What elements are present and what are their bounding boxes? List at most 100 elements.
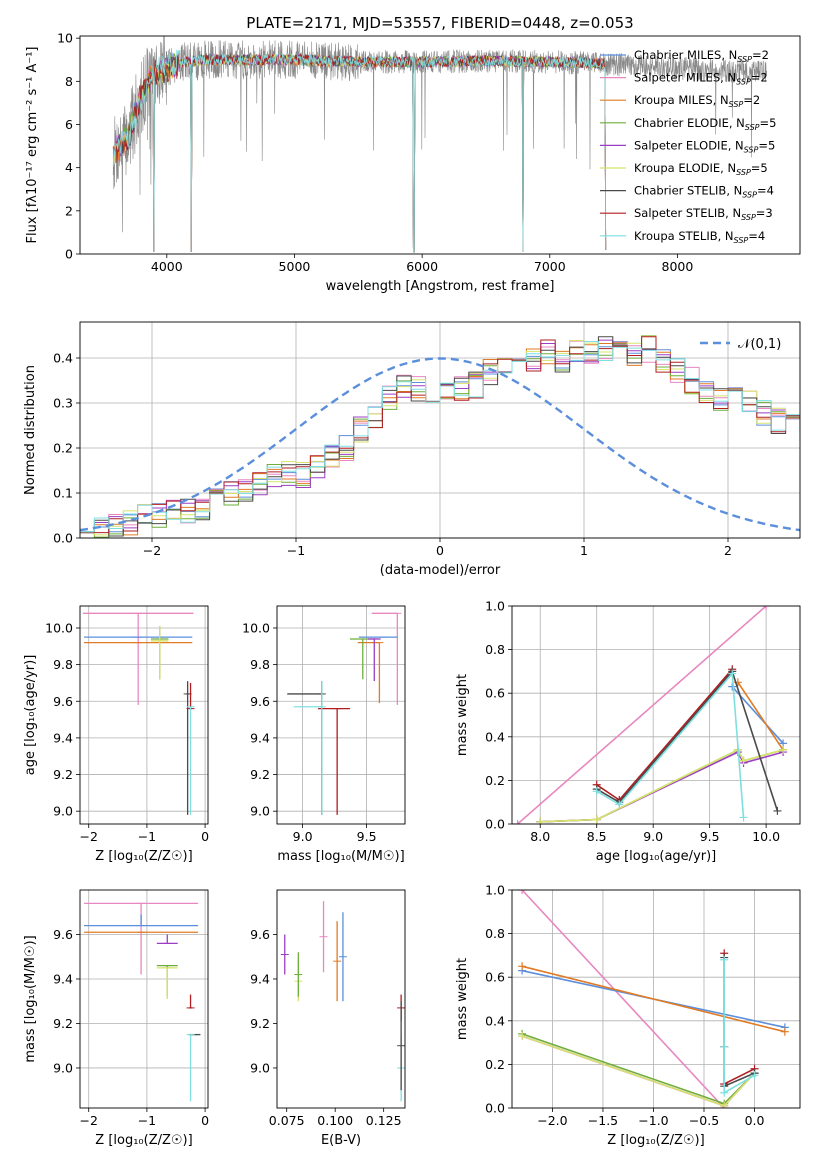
x-tick-label: 1 [580, 543, 588, 558]
plot-mass_vs_Z: −2 −1 0 9.0 9.2 9.4 9.6 Z [log₁₀(Z/Z☉)] mass [lo… [23, 889, 209, 1148]
marker-kroupa-stelib [615, 800, 624, 809]
histogram-kroupa-stelib [80, 341, 800, 533]
y-tick-label: 9.0 [53, 804, 73, 819]
legend-label: Salpeter ELODIE, NSSP=5 [634, 138, 775, 154]
x-tick-label: 0.125 [366, 1113, 402, 1128]
y-tick-label: 0.1 [53, 486, 73, 501]
axes-frame [276, 889, 406, 1109]
y-tick-label: 9.8 [53, 657, 73, 672]
axes-frame [79, 889, 209, 1109]
model-line-kroupa-stelib [112, 49, 607, 253]
x-tick-label: 8000 [662, 259, 694, 274]
marker-kroupa-stelib [750, 1071, 759, 1080]
y-tick-label: 9.4 [250, 730, 270, 745]
weight-line-kroupa-miles [737, 681, 784, 751]
y-tick-label: 9.4 [53, 971, 73, 986]
x-tick-label: −2 [143, 543, 161, 558]
y-tick-label: 9.2 [53, 767, 73, 782]
y-tick-label: 0.8 [485, 642, 505, 657]
x-axis-label: (data-model)/error [380, 563, 501, 578]
plot-area [280, 901, 405, 1102]
marker-kroupa-stelib [728, 669, 737, 678]
marker-kroupa-miles [780, 1027, 789, 1036]
y-tick-label: 9.8 [250, 657, 270, 672]
x-tick-label: 7000 [534, 259, 566, 274]
x-tick-label: −2 [80, 829, 98, 844]
x-axis-label: Z [log₁₀(Z/Z☉)] [95, 1133, 192, 1148]
y-tick-label: 1.0 [485, 883, 505, 898]
weight-line-kroupa-miles [521, 965, 785, 1033]
y-tick-label: 6 [65, 117, 73, 132]
plot-age_vs_mass: 9.0 9.5 9.0 9.2 9.4 9.6 9.8 10.0 mass [log₁₀(M/M… [242, 605, 406, 864]
x-tick-label: −2 [80, 1113, 98, 1128]
marker-kroupa-stelib [739, 813, 748, 822]
y-tick-label: 10.0 [242, 620, 270, 635]
x-axis-label: Z [log₁₀(Z/Z☉)] [95, 849, 192, 864]
plot-area [518, 890, 789, 1108]
x-axis-label: Z [log₁₀(Z/Z☉)] [607, 1133, 704, 1148]
marker-salpeter-miles [518, 890, 527, 894]
y-tick-label: 9.6 [53, 927, 73, 942]
marker-kroupa-elodie [592, 815, 601, 824]
x-tick-label: 9.5 [700, 829, 720, 844]
x-tick-label: −0.5 [689, 1113, 719, 1128]
figure-title: PLATE=2171, MJD=53557, FIBERID=0448, z=0… [246, 14, 633, 32]
x-tick-label: 9.0 [643, 829, 663, 844]
y-tick-label: 0.3 [53, 396, 73, 411]
y-axis-label: Flux [fλ10⁻¹⁷ erg cm⁻² s⁻¹ A⁻¹] [25, 47, 40, 244]
legend-label: Kroupa ELODIE, NSSP=5 [634, 161, 768, 177]
y-tick-label: 0.2 [485, 1057, 505, 1072]
y-tick-label: 0.0 [485, 817, 505, 832]
x-tick-label: −1 [138, 1113, 156, 1128]
normal-curve [80, 357, 800, 532]
y-tick-label: 4 [65, 160, 73, 175]
y-tick-label: 9.0 [250, 1060, 270, 1075]
y-tick-label: 10.0 [45, 620, 73, 635]
plot-weight_vs_Z: −2.0 −1.5 −1.0 −0.5 0.0 0.0 0.2 0.4 0.6 0.8 1.0 Z [… [455, 883, 801, 1148]
y-tick-label: 8 [65, 74, 73, 89]
y-tick-label: 0.8 [485, 926, 505, 941]
y-tick-label: 9.2 [53, 1016, 73, 1031]
x-tick-label: −1.0 [638, 1113, 668, 1128]
x-tick-label: 0 [201, 1113, 209, 1128]
plot-age_vs_Z: −2 −1 0 9.0 9.2 9.4 9.6 9.8 10.0 Z [log₁₀(Z/Z☉)] a… [23, 605, 209, 864]
x-axis-label: wavelength [Angstrom, rest frame] [326, 279, 555, 294]
marker-kroupa-elodie [536, 817, 545, 824]
y-tick-label: 0 [65, 247, 73, 262]
legend-label: Chabrier MILES, NSSP=2 [634, 48, 769, 64]
y-tick-label: 0.4 [53, 351, 73, 366]
y-tick-label: 9.0 [53, 1060, 73, 1075]
y-tick-label: 0.2 [485, 773, 505, 788]
plot-area [80, 335, 800, 538]
axes-frame [511, 889, 801, 1109]
y-axis-label: mass [log₁₀(M/M☉)] [23, 935, 38, 1062]
x-tick-label: 0 [201, 829, 209, 844]
x-axis-label: E(B-V) [321, 1133, 361, 1148]
plot-area [513, 606, 788, 824]
axes-frame [511, 605, 801, 825]
marker-kroupa-stelib [720, 1088, 729, 1097]
y-tick-label: 1.0 [485, 599, 505, 614]
y-tick-label: 0.0 [53, 531, 73, 546]
plot-area [82, 612, 195, 815]
axes-frame [79, 35, 801, 255]
plot-area [287, 612, 402, 815]
plot-weight_vs_age: 8.0 8.5 9.0 9.5 10.0 0.0 0.2 0.4 0.6 0.8 1.0 age [l… [455, 599, 801, 864]
y-tick-label: 0.6 [485, 686, 505, 701]
plot-area [112, 36, 768, 253]
weight-line-salpeter-miles [521, 890, 725, 1108]
x-axis-label: mass [log₁₀(M/M☉)] [277, 849, 404, 864]
x-tick-label: 0 [436, 543, 444, 558]
y-tick-label: 0.4 [485, 1013, 505, 1028]
x-tick-label: 10.0 [752, 829, 780, 844]
axes-frame [79, 605, 209, 825]
y-tick-label: 0.6 [485, 970, 505, 985]
x-tick-label: −1 [138, 829, 156, 844]
plot-spectrum: 4000 5000 6000 7000 8000 0 2 4 6 8 10 wavelength [A… [25, 31, 801, 294]
x-tick-label: 8.0 [530, 829, 550, 844]
legend-label: Salpeter MILES, NSSP=2 [634, 71, 768, 87]
legend-label: Kroupa STELIB, NSSP=4 [634, 229, 765, 245]
marker-kroupa-elodie [518, 1032, 527, 1041]
y-tick-label: 9.6 [53, 694, 73, 709]
